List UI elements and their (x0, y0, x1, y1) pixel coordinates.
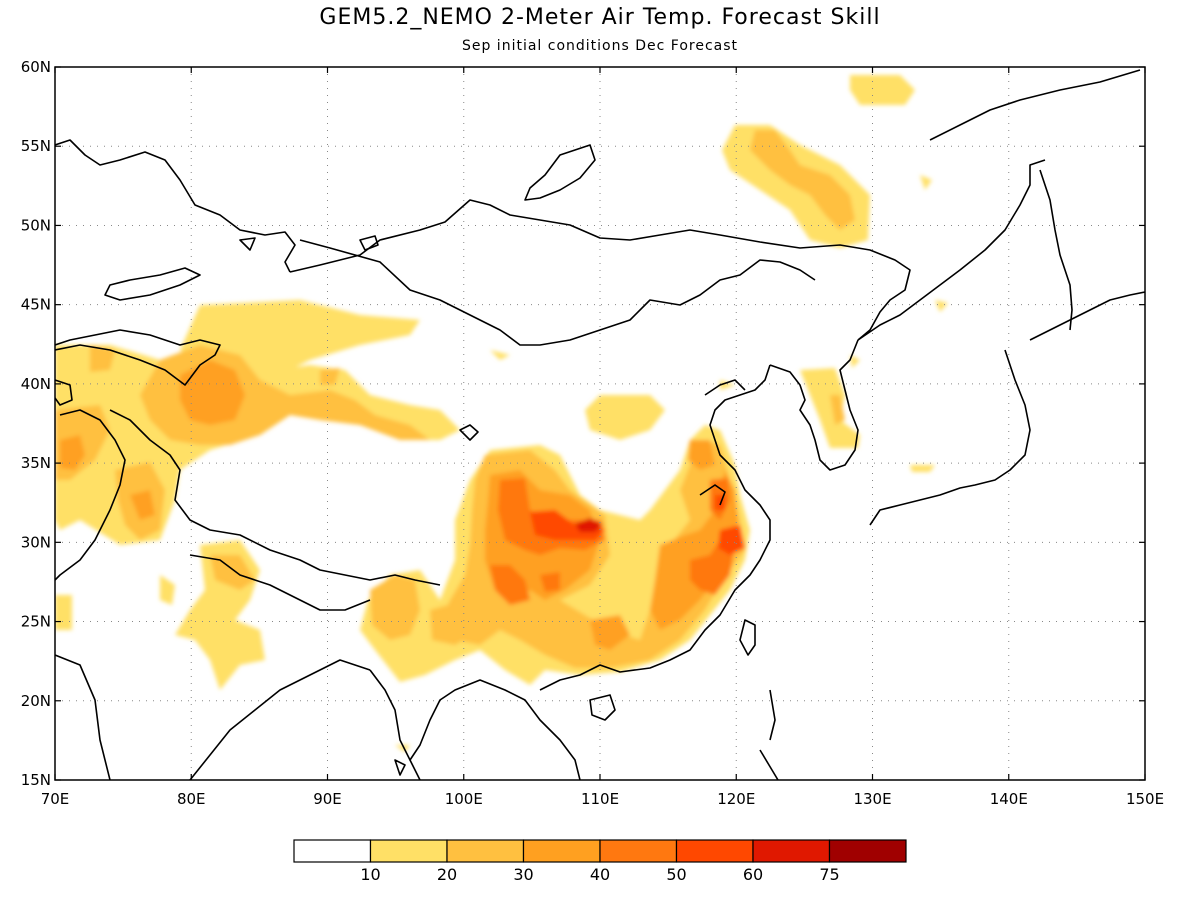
colorbar-swatch (828, 839, 907, 863)
lon-tick-label: 150E (1126, 790, 1164, 808)
lat-tick-label: 20N (21, 692, 51, 710)
colorbar-label: 40 (590, 865, 610, 884)
lon-tick-label: 130E (853, 790, 891, 808)
skill-band-50-60 (530, 495, 745, 555)
lat-tick-label: 50N (21, 216, 51, 234)
lon-tick-label: 80E (177, 790, 206, 808)
colorbar-label: 50 (666, 865, 686, 884)
lat-tick-label: 25N (21, 613, 51, 631)
lon-tick-label: 140E (990, 790, 1028, 808)
lon-tick-label: 90E (313, 790, 342, 808)
lat-tick-label: 45N (21, 296, 51, 314)
lat-tick-label: 55N (21, 137, 51, 155)
colorbar-swatch (752, 839, 831, 863)
coastlines-and-borders (55, 69, 1145, 780)
colorbar-label: 60 (743, 865, 763, 884)
lon-tick-label: 110E (581, 790, 619, 808)
lon-tick-label: 120E (717, 790, 755, 808)
colorbar-label: 75 (819, 865, 839, 884)
colorbar-swatch (599, 839, 678, 863)
figure-subtitle: Sep initial conditions Dec Forecast (462, 38, 738, 54)
colorbar-swatch (369, 839, 448, 863)
skill-band-60-75 (575, 518, 603, 532)
skill-shading (55, 75, 948, 752)
lon-tick-label: 100E (445, 790, 483, 808)
lat-tick-label: 35N (21, 454, 51, 472)
colorbar-label: 20 (437, 865, 457, 884)
longitude-axis: 70E 80E 90E 100E 110E 120E 130E 140E 150E (41, 790, 1164, 808)
colorbar-label: 30 (513, 865, 533, 884)
lat-tick-label: 60N (21, 58, 51, 76)
lat-tick-label: 30N (21, 533, 51, 551)
map-panel: 70E 80E 90E 100E 110E 120E 130E 140E 150E 60N 55N… (21, 58, 1164, 808)
lat-tick-label: 15N (21, 771, 51, 789)
colorbar-swatch (522, 839, 601, 863)
latitude-axis: 60N 55N 50N 45N 40N 35N 30N 25N 20N 15N (21, 58, 51, 789)
axis-ticks (54, 66, 1146, 781)
colorbar-swatch (446, 839, 525, 863)
colorbar-label: 10 (360, 865, 380, 884)
colorbar-swatch (293, 839, 372, 863)
colorbar: 10 20 30 40 50 60 75 (293, 839, 907, 884)
colorbar-swatch (675, 839, 754, 863)
lon-tick-label: 70E (41, 790, 70, 808)
figure-title: GEM5.2_NEMO 2-Meter Air Temp. Forecast S… (319, 5, 880, 30)
lat-tick-label: 40N (21, 375, 51, 393)
